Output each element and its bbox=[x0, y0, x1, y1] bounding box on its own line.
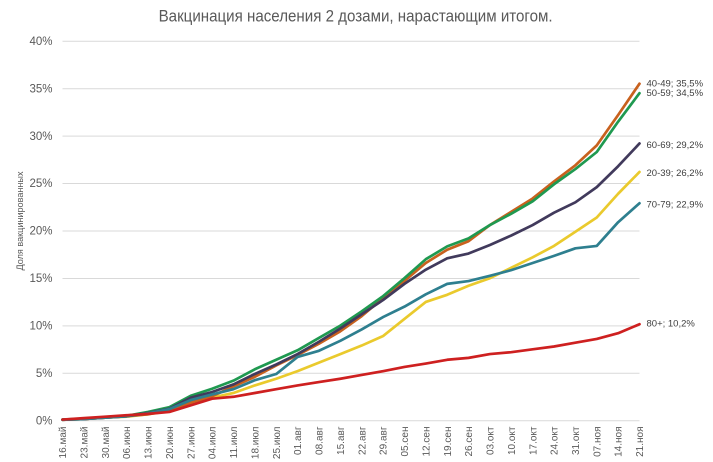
svg-text:60-69; 29,2%: 60-69; 29,2% bbox=[647, 140, 704, 151]
svg-text:18.июл: 18.июл bbox=[250, 426, 261, 459]
svg-text:20%: 20% bbox=[29, 226, 52, 238]
svg-text:08.авг: 08.авг bbox=[315, 426, 326, 455]
svg-text:35%: 35% bbox=[29, 83, 52, 95]
svg-text:30.май: 30.май bbox=[101, 427, 112, 459]
svg-text:10.окт: 10.окт bbox=[507, 426, 518, 455]
svg-text:Доля вакцинированных: Доля вакцинированных bbox=[15, 171, 26, 270]
svg-text:01.авг: 01.авг bbox=[293, 426, 304, 455]
svg-text:20-39; 26,2%: 20-39; 26,2% bbox=[647, 168, 704, 179]
svg-text:12.сен: 12.сен bbox=[421, 427, 432, 457]
svg-text:04.июл: 04.июл bbox=[208, 426, 219, 459]
svg-text:31.окт: 31.окт bbox=[571, 426, 582, 455]
svg-text:15.авг: 15.авг bbox=[336, 426, 347, 455]
svg-text:07.ноя: 07.ноя bbox=[592, 427, 603, 457]
svg-text:14.ноя: 14.ноя bbox=[614, 427, 625, 457]
svg-text:40-49; 35,5%: 40-49; 35,5% bbox=[647, 78, 704, 89]
svg-text:Вакцинация населения 2 дозами,: Вакцинация населения 2 дозами, нарастающ… bbox=[159, 6, 553, 25]
svg-text:0%: 0% bbox=[36, 415, 53, 427]
svg-text:23.май: 23.май bbox=[79, 427, 90, 459]
svg-text:24.окт: 24.окт bbox=[550, 426, 561, 455]
svg-text:25%: 25% bbox=[29, 178, 52, 190]
svg-text:22.авг: 22.авг bbox=[357, 426, 368, 455]
svg-text:19.сен: 19.сен bbox=[443, 427, 454, 457]
svg-text:10%: 10% bbox=[29, 321, 52, 333]
svg-text:80+; 10,2%: 80+; 10,2% bbox=[647, 318, 696, 329]
svg-text:50-59; 34,5%: 50-59; 34,5% bbox=[647, 88, 704, 99]
svg-text:06.июн: 06.июн bbox=[122, 427, 133, 460]
svg-text:21.ноя: 21.ноя bbox=[635, 427, 646, 457]
svg-text:15%: 15% bbox=[29, 273, 52, 285]
svg-text:05.сен: 05.сен bbox=[400, 427, 411, 457]
svg-text:70-79; 22,9%: 70-79; 22,9% bbox=[647, 199, 704, 210]
svg-text:17.окт: 17.окт bbox=[528, 426, 539, 455]
svg-text:20.июн: 20.июн bbox=[165, 427, 176, 460]
svg-text:5%: 5% bbox=[36, 368, 53, 380]
svg-text:13.июн: 13.июн bbox=[144, 427, 155, 460]
svg-text:27.июн: 27.июн bbox=[186, 427, 197, 460]
svg-text:25.июл: 25.июл bbox=[272, 426, 283, 459]
svg-text:29.авг: 29.авг bbox=[379, 426, 390, 455]
svg-text:40%: 40% bbox=[29, 36, 52, 48]
svg-text:26.сен: 26.сен bbox=[464, 427, 475, 457]
svg-text:30%: 30% bbox=[29, 131, 52, 143]
svg-text:16.май: 16.май bbox=[58, 427, 69, 459]
svg-text:11.июл: 11.июл bbox=[229, 426, 240, 458]
svg-text:03.окт: 03.окт bbox=[486, 426, 497, 455]
